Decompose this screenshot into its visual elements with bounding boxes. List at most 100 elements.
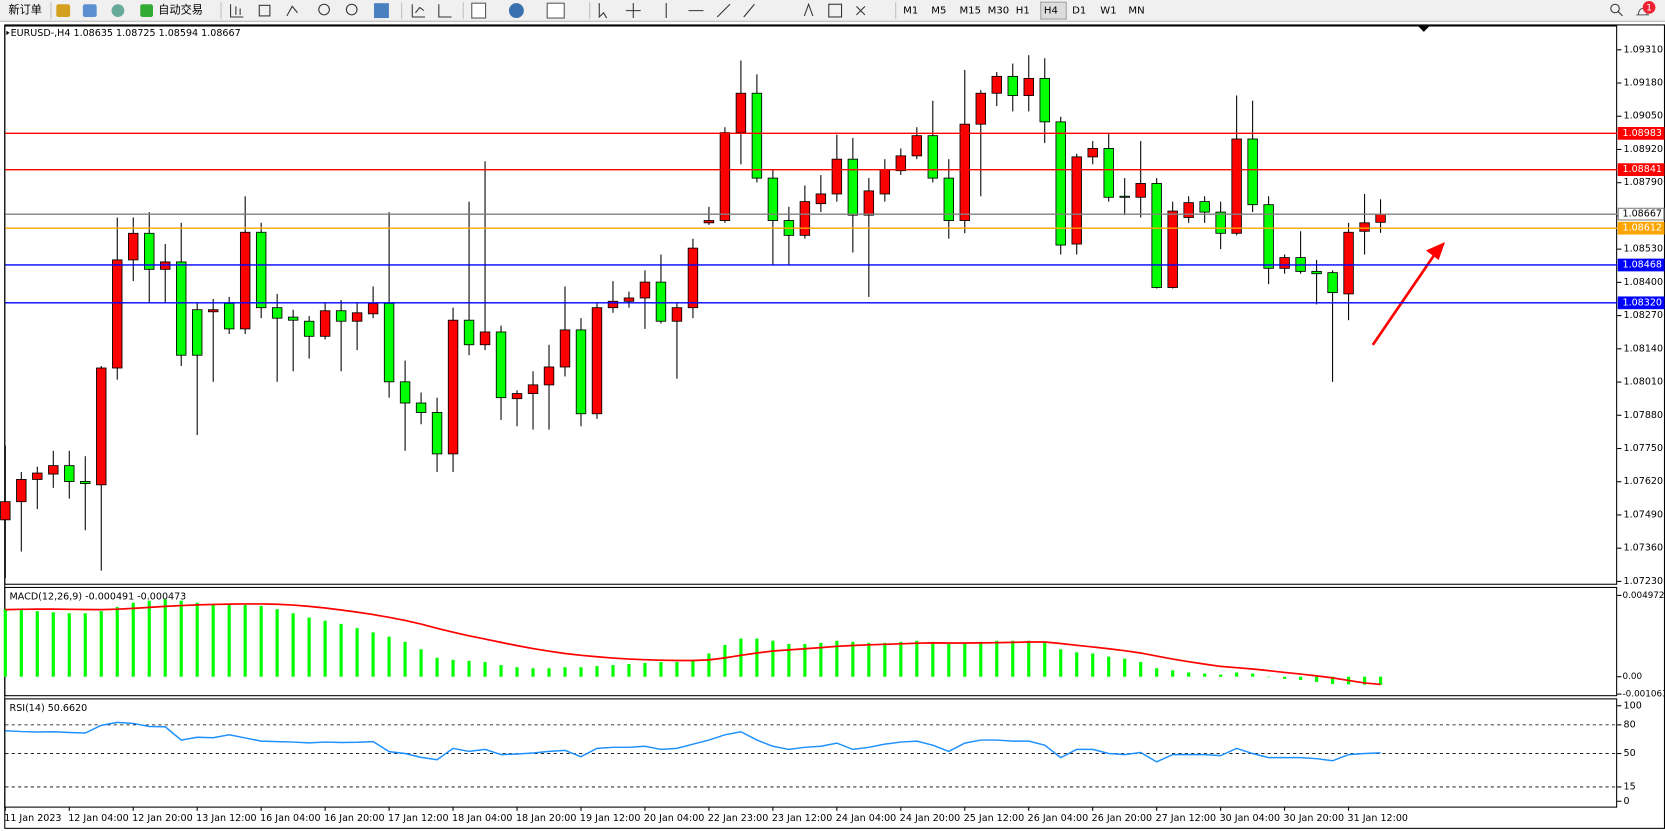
y-tick-label: 1.07490 (1624, 509, 1664, 520)
macd-bar (787, 643, 791, 677)
candle-body (48, 465, 59, 475)
timeframe-button[interactable]: MN (1128, 6, 1144, 17)
timeframe-button[interactable]: H1 (1016, 6, 1030, 17)
shift-marker (1418, 26, 1430, 32)
auto-trading-button[interactable]: 自动交易 (158, 3, 203, 17)
timeframe-button[interactable]: M30 (988, 6, 1010, 17)
macd-bar (307, 617, 311, 677)
icon[interactable] (438, 4, 452, 18)
candle-body (112, 259, 123, 369)
rsi-value: 50.6620 (48, 702, 88, 713)
icon[interactable] (625, 3, 641, 19)
icon[interactable] (856, 5, 866, 16)
y-tick-label: 0.00 (1622, 672, 1642, 682)
candle-body (367, 302, 379, 315)
candle-body (1007, 75, 1018, 96)
macd-bar (195, 602, 199, 677)
icon[interactable] (318, 3, 330, 16)
icon[interactable] (374, 3, 389, 19)
candle-body (1071, 156, 1082, 245)
icon[interactable] (598, 3, 608, 19)
candle-body (975, 92, 986, 125)
annotation-arrow (1371, 241, 1446, 346)
candle-body (144, 232, 155, 270)
rsi-title: RSI(14) 50.6620 (10, 702, 88, 713)
candle-body (1183, 202, 1194, 218)
timeframe-button[interactable]: H4 (1044, 6, 1058, 17)
candle-body (351, 312, 363, 322)
x-tick-label: 12 Jan 04:00 (68, 813, 128, 824)
timeframe-button[interactable]: D1 (1072, 6, 1086, 17)
arrow-shaft (1371, 253, 1436, 346)
signal-line (5, 603, 1381, 686)
candle-body (1023, 77, 1034, 96)
macd-bar (947, 643, 951, 677)
macd-bar (563, 667, 567, 677)
macd-bar (1330, 676, 1335, 685)
level-line-label: 1.08983 (1622, 128, 1662, 139)
candle-body (927, 135, 939, 179)
symbol: EURUSD-,H4 (11, 27, 71, 38)
icon[interactable] (1617, 11, 1623, 17)
icon[interactable] (665, 2, 814, 19)
y-tick-label: 50 (1624, 748, 1636, 759)
icon[interactable] (56, 4, 71, 17)
macd-bar (163, 599, 167, 677)
candle-body (943, 177, 955, 221)
x-tick-label: 18 Jan 04:00 (452, 813, 512, 824)
candle-body (1359, 222, 1370, 232)
x-tick-label: 25 Jan 12:00 (964, 813, 1024, 824)
indicator-name: RSI(14) (10, 702, 45, 713)
icon[interactable] (258, 4, 271, 17)
macd-bar (755, 638, 759, 677)
icon[interactable] (508, 3, 524, 19)
icon[interactable] (286, 5, 298, 17)
icon[interactable] (471, 2, 487, 19)
icon[interactable] (828, 3, 843, 18)
new-order-button[interactable]: 新订单 (9, 3, 42, 17)
y-tick-label: 1.08140 (1624, 343, 1664, 354)
macd-bar (275, 609, 279, 677)
icon[interactable] (1610, 3, 1620, 14)
timeframe-button[interactable]: M15 (959, 6, 981, 17)
macd-bar (771, 640, 775, 677)
ohlc-value: 1.08635 (74, 27, 114, 38)
icon[interactable] (111, 4, 125, 17)
candle-body (1119, 195, 1130, 198)
macd-bar (179, 600, 183, 677)
candle-body (239, 231, 251, 330)
timeframe-button[interactable]: W1 (1100, 6, 1116, 17)
candle-body (1135, 183, 1146, 198)
x-tick-label: 18 Jan 20:00 (516, 813, 576, 824)
macd-bar (51, 612, 55, 677)
icon[interactable] (230, 4, 244, 18)
chart-title: EURUSD-,H4 1.08635 1.08725 1.08594 1.086… (11, 27, 241, 38)
icon[interactable] (82, 4, 97, 17)
candle-body (879, 169, 891, 195)
candle-body (655, 281, 667, 322)
y-tick-label: 1.07750 (1624, 443, 1664, 454)
macd-bar (3, 609, 7, 677)
macd-value: -0.000491 (85, 591, 134, 602)
macd-bar (1314, 676, 1319, 682)
x-tick-label: 24 Jan 20:00 (900, 813, 960, 824)
macd-bar (979, 641, 983, 677)
icon[interactable] (140, 4, 154, 17)
icon[interactable] (546, 2, 565, 19)
icon[interactable] (345, 3, 358, 16)
toolbar (0, 0, 1665, 22)
macd-bar (595, 666, 599, 677)
icon[interactable] (411, 4, 426, 18)
timeframe-button[interactable]: M5 (931, 6, 946, 17)
macd-bar (627, 663, 631, 677)
candle-body (1151, 183, 1162, 288)
y-tick-label: 0 (1624, 796, 1630, 807)
notification-count: 1 (1646, 3, 1651, 13)
macd-bar (371, 632, 375, 677)
timeframe-button[interactable]: M1 (903, 6, 918, 17)
current-price-line-label-box (1617, 207, 1665, 221)
macd-bar (1075, 652, 1079, 677)
macd-bar (99, 611, 103, 677)
candle-body (511, 393, 523, 400)
